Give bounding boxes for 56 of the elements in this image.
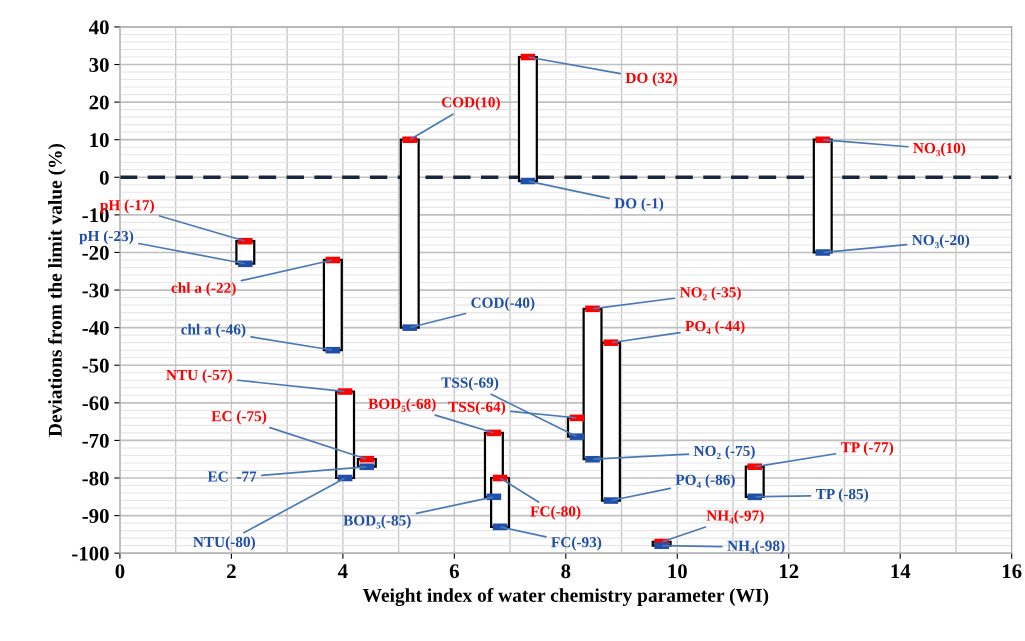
x-tick-label: 2 (227, 564, 236, 579)
data-label: DO (-1) (614, 197, 664, 212)
bar (399, 138, 420, 329)
data-label: TSS(-69) (441, 376, 499, 391)
data-label: NO₃(-20) (912, 234, 970, 249)
data-label: TP (-77) (840, 441, 894, 456)
y-tick-label: 30 (89, 57, 109, 72)
data-label: PO₄ (-44) (685, 320, 745, 335)
y-tick-label: -80 (82, 471, 109, 486)
y-tick-label: -30 (82, 283, 109, 298)
x-axis-title: Weight index of water chemistry parameter (WI) (362, 588, 769, 607)
y-tick-label: -60 (82, 396, 109, 411)
data-label: NTU (-57) (166, 369, 232, 384)
y-tick-label: -100 (72, 546, 109, 561)
data-label: EC (-75) (211, 410, 267, 425)
data-label: EC -77 (207, 471, 257, 482)
y-tick-label: 20 (89, 95, 109, 110)
y-tick-label: -40 (82, 321, 109, 336)
y-tick-label: -70 (82, 433, 109, 448)
y-tick-label: -90 (82, 508, 109, 524)
data-label: chl a (-22) (171, 282, 236, 297)
data-label: NTU(-80) (193, 536, 255, 551)
y-tick-label: 10 (90, 133, 109, 148)
y-tick-label: 40 (88, 20, 109, 35)
bar (322, 258, 343, 352)
data-label: NH₄(-97) (706, 509, 764, 524)
data-label: COD(-40) (471, 297, 535, 311)
data-label: chl a (-46) (181, 323, 246, 338)
data-label: pH (-23) (79, 230, 134, 245)
x-tick-label: 12 (779, 564, 799, 579)
data-label: NH₄(-98) (727, 540, 785, 554)
data-label: NO₂ (-75) (693, 445, 755, 460)
x-tick-label: 0 (115, 564, 125, 579)
x-tick-label: 14 (891, 564, 911, 579)
data-label: COD(10) (441, 96, 500, 111)
data-label: FC(-93) (551, 536, 602, 551)
y-axis-title: Deviations from the limit value (%) (47, 143, 66, 437)
data-label: TP (-85) (815, 488, 869, 503)
data-label: BOD₅(-85) (343, 514, 411, 529)
x-tick-label: 8 (561, 564, 571, 579)
y-tick-label: 0 (99, 170, 109, 185)
bar (517, 55, 538, 183)
data-label: TSS(-64) (448, 401, 506, 416)
data-label: PO₄ (-86) (675, 474, 735, 489)
y-tick-label: -50 (82, 358, 109, 373)
x-tick-label: 10 (668, 564, 687, 579)
y-tick-label: -20 (82, 245, 109, 260)
data-label: NO₂ (-35) (679, 286, 741, 301)
data-label: FC(-80) (530, 505, 581, 520)
data-label: DO (32) (625, 72, 677, 87)
data-label: BOD₅(-68) (368, 398, 436, 413)
x-tick-label: 6 (449, 564, 459, 579)
data-label: NO₃(10) (913, 142, 966, 157)
x-tick-label: 16 (1002, 564, 1022, 579)
x-tick-label: 4 (337, 564, 348, 579)
bar (812, 138, 833, 254)
